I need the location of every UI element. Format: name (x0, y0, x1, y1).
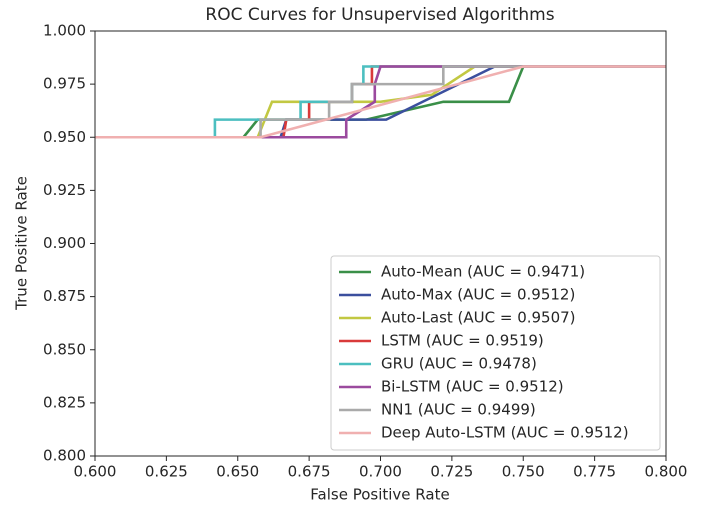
plot-area (95, 65, 666, 139)
y-tick-label: 1.000 (43, 22, 86, 40)
legend-label: NN1 (AUC = 0.9499) (381, 401, 536, 419)
y-tick-label: 0.825 (43, 393, 86, 411)
legend-box (330, 255, 661, 451)
series-line (95, 65, 666, 139)
x-tick-label: 0.750 (502, 463, 545, 481)
y-tick-label: 0.875 (43, 287, 86, 305)
series-line (95, 65, 666, 139)
x-tick-label: 0.675 (288, 463, 331, 481)
chart-title: ROC Curves for Unsupervised Algorithms (205, 5, 554, 25)
y-tick-label: 0.800 (43, 447, 86, 465)
x-tick-label: 0.600 (74, 463, 117, 481)
x-axis-label: False Positive Rate (310, 486, 449, 504)
x-tick-label: 0.700 (359, 463, 402, 481)
legend-label: Auto-Max (AUC = 0.9512) (381, 286, 575, 304)
legend-label: GRU (AUC = 0.9478) (381, 355, 537, 373)
legend-label: LSTM (AUC = 0.9519) (381, 332, 544, 350)
series-line (95, 65, 666, 139)
x-tick-label: 0.625 (145, 463, 188, 481)
y-tick-label: 0.900 (43, 234, 86, 252)
legend-label: Deep Auto-LSTM (AUC = 0.9512) (381, 424, 629, 442)
y-tick-label: 0.975 (43, 75, 86, 93)
x-tick-label: 0.800 (645, 463, 688, 481)
series-line (95, 65, 666, 139)
x-tick-label: 0.725 (430, 463, 473, 481)
x-tick-label: 0.775 (573, 463, 616, 481)
x-tick-label: 0.650 (216, 463, 259, 481)
legend-label: Bi-LSTM (AUC = 0.9512) (381, 378, 564, 396)
y-tick-label: 0.850 (43, 340, 86, 358)
y-tick-label: 0.950 (43, 128, 86, 146)
series-line (95, 65, 666, 139)
y-tick-label: 0.925 (43, 181, 86, 199)
y-axis-label: True Positive Rate (13, 176, 31, 311)
legend-label: Auto-Mean (AUC = 0.9471) (381, 263, 585, 281)
legend-label: Auto-Last (AUC = 0.9507) (381, 309, 576, 327)
